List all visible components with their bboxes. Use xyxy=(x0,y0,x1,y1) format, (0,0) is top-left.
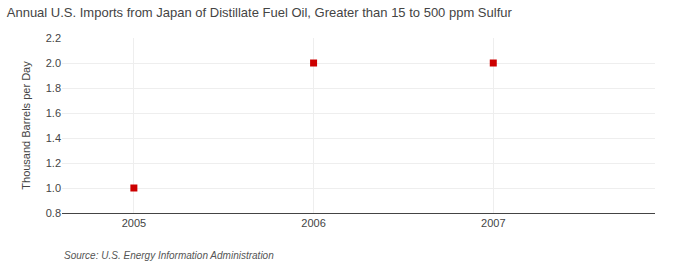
svg-text:2007: 2007 xyxy=(481,217,505,229)
svg-text:2.0: 2.0 xyxy=(46,57,61,69)
svg-text:1.2: 1.2 xyxy=(46,157,61,169)
svg-text:0.8: 0.8 xyxy=(46,207,61,219)
svg-text:Annual U.S. Imports from Japan: Annual U.S. Imports from Japan of Distil… xyxy=(7,5,513,20)
svg-text:2.2: 2.2 xyxy=(46,32,61,44)
svg-text:2006: 2006 xyxy=(301,217,325,229)
svg-text:1.0: 1.0 xyxy=(46,182,61,194)
svg-text:1.8: 1.8 xyxy=(46,82,61,94)
svg-text:2005: 2005 xyxy=(122,217,146,229)
svg-text:1.6: 1.6 xyxy=(46,107,61,119)
svg-text:Thousand Barrels per Day: Thousand Barrels per Day xyxy=(20,61,32,190)
svg-text:1.4: 1.4 xyxy=(46,132,61,144)
svg-text:Source: U.S. Energy Informatio: Source: U.S. Energy Information Administ… xyxy=(64,250,274,261)
